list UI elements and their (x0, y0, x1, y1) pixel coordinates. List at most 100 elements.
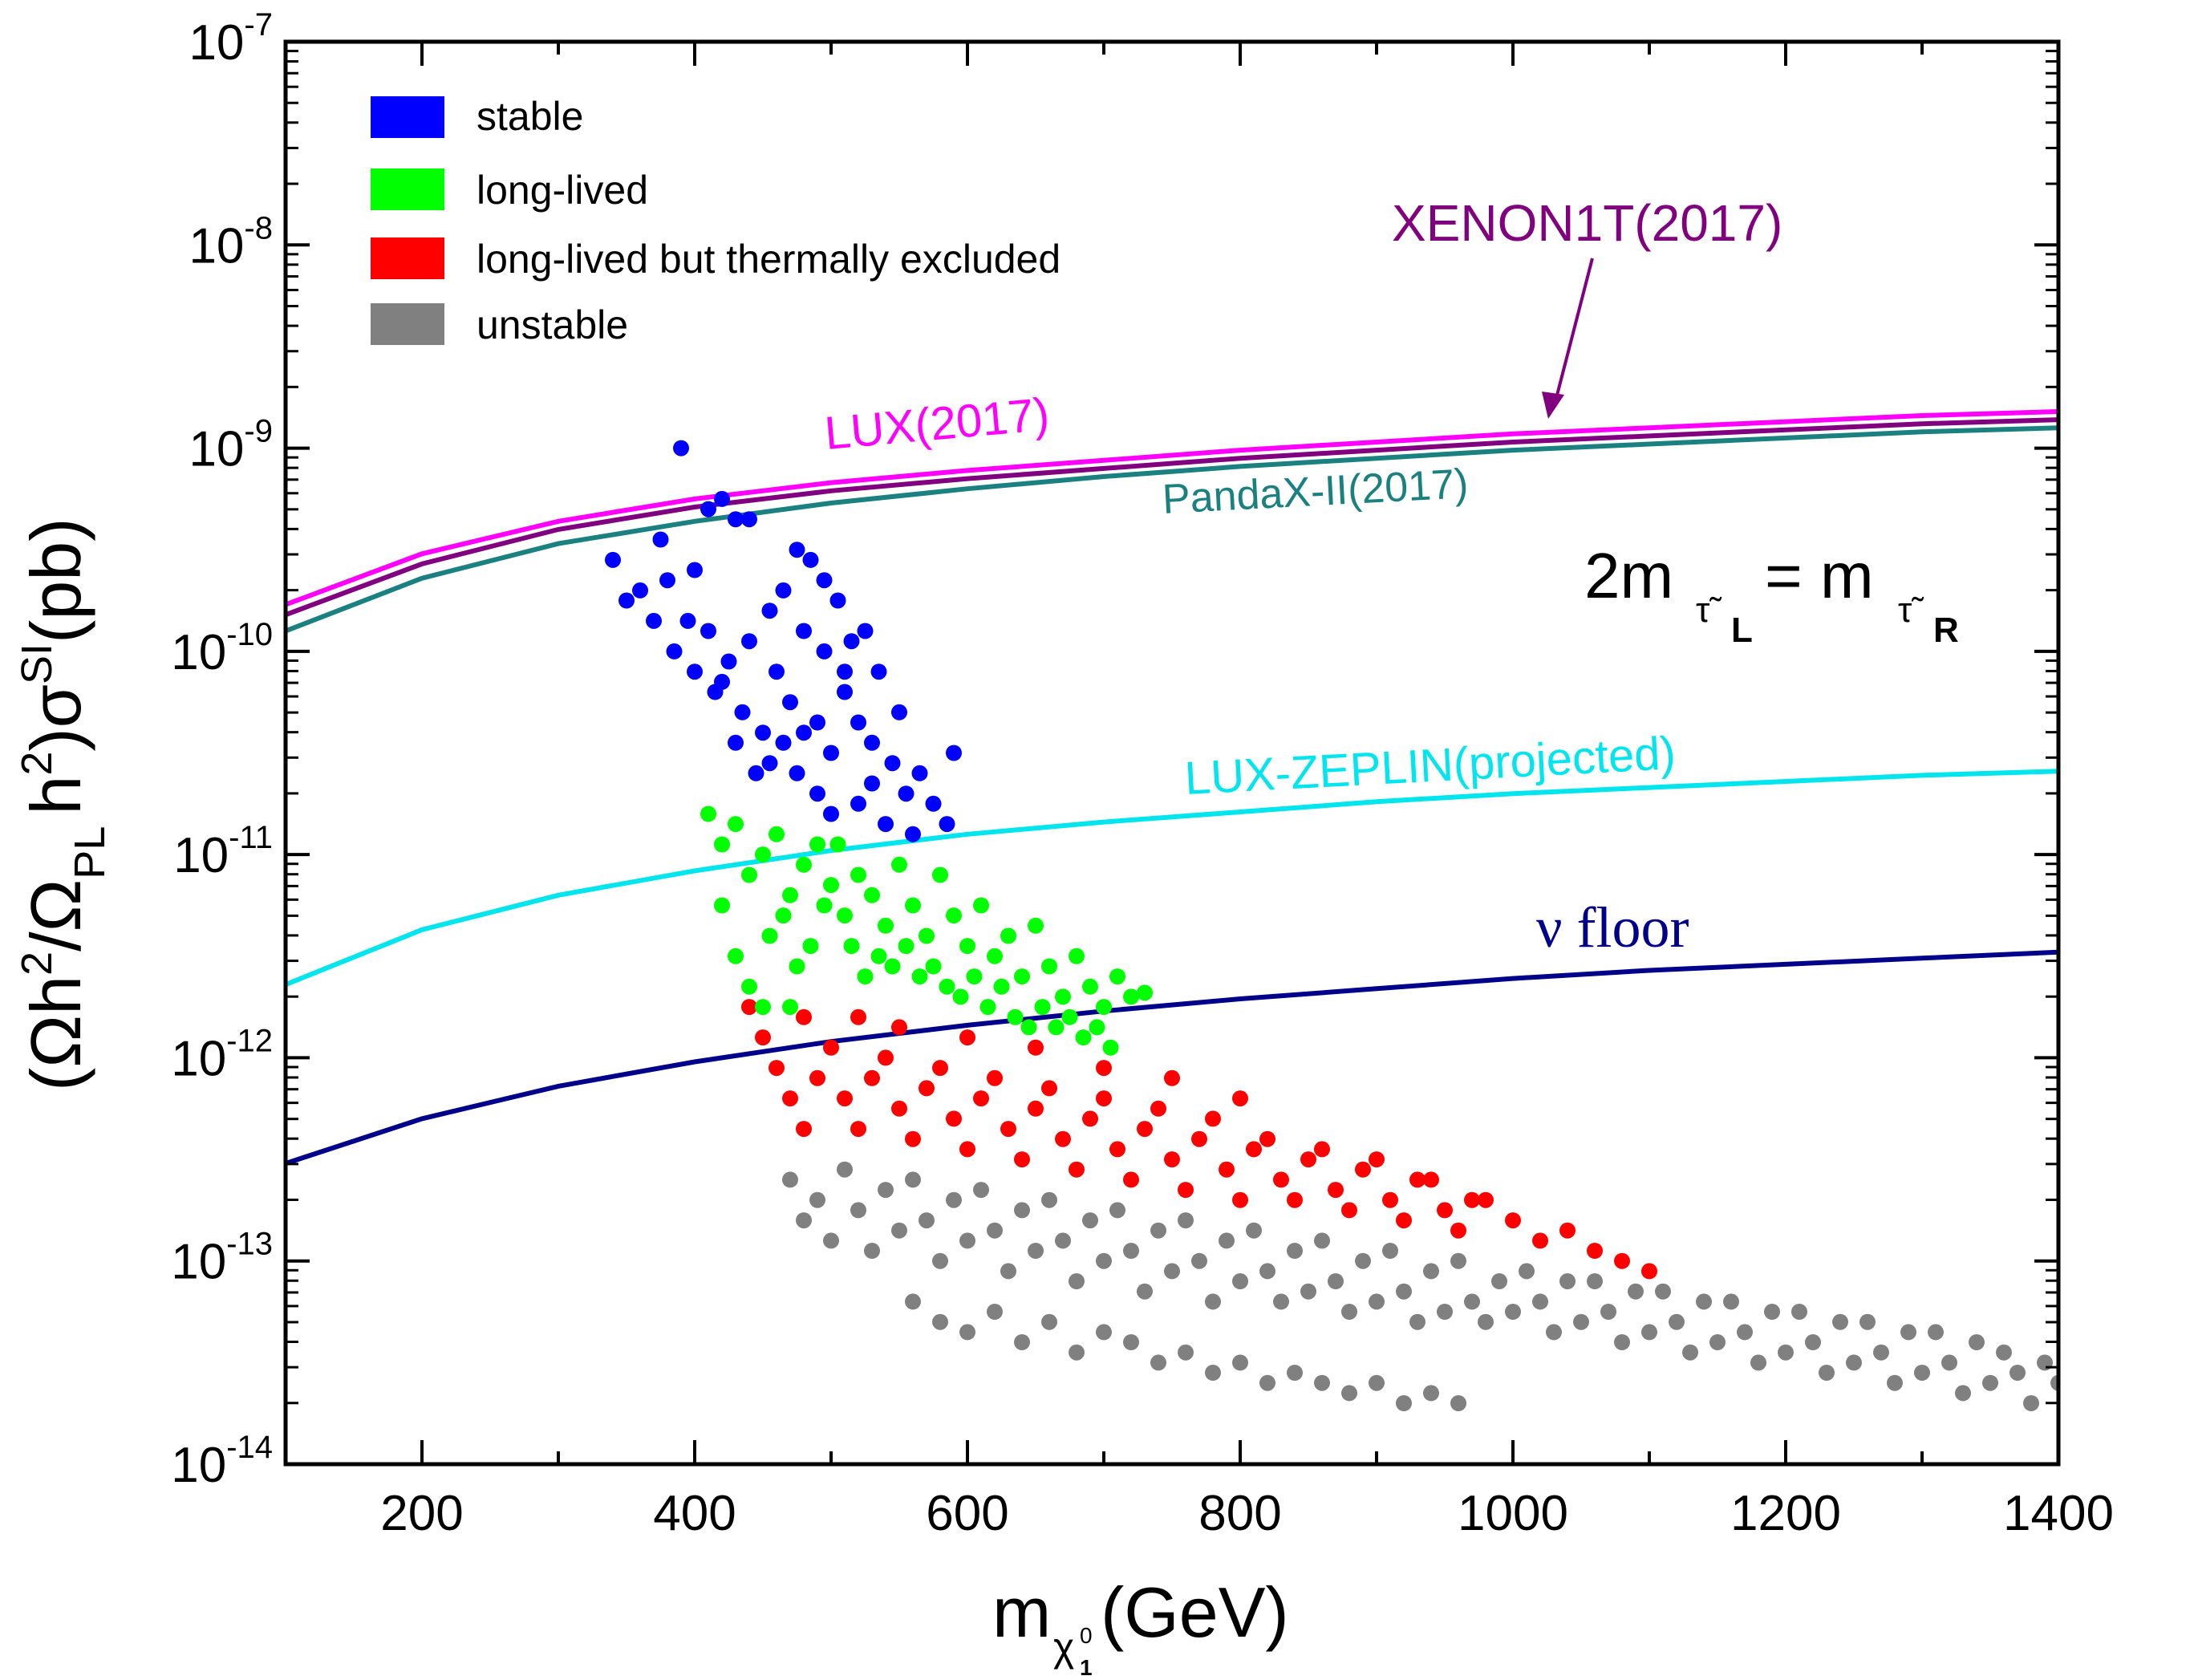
point-unstable-45 (1396, 1283, 1412, 1300)
legend-swatch-excluded (371, 237, 444, 279)
point-long-lived-55 (1034, 999, 1051, 1016)
svg-text:2m: 2m (1584, 540, 1673, 611)
point-stable-37 (734, 704, 751, 720)
point-stable-54 (837, 663, 853, 680)
svg-text:= m: = m (1765, 540, 1874, 611)
point-unstable-96 (959, 1324, 975, 1341)
point-long-lived-12 (864, 887, 880, 903)
legend-swatch-unstable (371, 303, 444, 345)
point-stable-18 (816, 572, 833, 589)
legend-label-unstable: unstable (477, 302, 628, 347)
curves-layer (286, 409, 2058, 1166)
svg-text:τ̃: τ̃ (1898, 590, 1924, 630)
point-unstable-66 (1682, 1344, 1698, 1361)
point-stable-41 (761, 755, 778, 772)
point-long-lived-but-thermally-excluded-25 (1082, 1110, 1098, 1127)
point-long-lived-but-thermally-excluded-18 (987, 1069, 1003, 1086)
point-stable-8 (741, 511, 757, 528)
point-long-lived-but-thermally-excluded-29 (1137, 1121, 1153, 1138)
point-long-lived-but-thermally-excluded-31 (1164, 1151, 1180, 1168)
point-stable-45 (728, 734, 744, 751)
point-stable-35 (946, 745, 962, 761)
point-long-lived-29 (1096, 999, 1112, 1016)
points-layer (605, 440, 2058, 1411)
point-long-lived-42 (857, 968, 874, 985)
point-long-lived-but-thermally-excluded-23 (1055, 1130, 1071, 1147)
y-tick-label--8: 10-8 (189, 210, 273, 274)
point-long-lived-but-thermally-excluded-7 (837, 1090, 853, 1107)
point-unstable-75 (1805, 1334, 1821, 1350)
point-unstable-53 (1505, 1304, 1521, 1320)
point-stable-42 (666, 643, 683, 659)
point-stable-57 (789, 765, 805, 781)
point-stable-58 (809, 785, 825, 802)
point-long-lived-43 (870, 948, 887, 964)
point-long-lived-19 (959, 938, 975, 955)
point-long-lived-but-thermally-excluded-63 (1096, 1060, 1112, 1077)
point-stable-23 (782, 694, 798, 711)
curve-label-lz: LUX-ZEPLIN(projected) (1183, 727, 1677, 805)
point-stable-12 (720, 653, 737, 670)
point-unstable-74 (1791, 1304, 1807, 1320)
y-tick-label--12: 10-12 (171, 1023, 273, 1086)
point-stable-59 (891, 704, 907, 720)
point-long-lived-but-thermally-excluded-15 (946, 1110, 962, 1127)
point-stable-33 (925, 795, 942, 812)
point-unstable-52 (1491, 1273, 1507, 1289)
point-unstable-70 (1737, 1324, 1753, 1341)
point-long-lived-but-thermally-excluded-34 (1205, 1110, 1221, 1127)
point-long-lived-but-thermally-excluded-17 (973, 1090, 989, 1107)
point-unstable-109 (1314, 1374, 1330, 1391)
point-unstable-51 (1478, 1313, 1494, 1330)
point-unstable-29 (1178, 1212, 1194, 1229)
point-unstable-91 (2023, 1395, 2039, 1411)
point-unstable-2 (809, 1191, 825, 1208)
point-stable-21 (857, 623, 874, 639)
y-axis-label: (Ωh2/ΩPLh2)σSI(pb) (13, 517, 114, 1091)
point-stable-3 (673, 440, 689, 457)
x-tick-label-200: 200 (380, 1486, 463, 1541)
point-long-lived-but-thermally-excluded-38 (1259, 1130, 1275, 1147)
point-long-lived-45 (898, 938, 915, 955)
point-unstable-69 (1723, 1293, 1739, 1310)
y-tick-label--7: 10-7 (189, 7, 273, 71)
y-tick-label--11: 10-11 (173, 820, 273, 883)
point-unstable-76 (1819, 1365, 1835, 1381)
legend-label-long-lived: long-lived (477, 168, 648, 213)
point-long-lived-25 (1041, 958, 1057, 975)
point-unstable-41 (1341, 1304, 1357, 1320)
point-unstable-35 (1259, 1263, 1275, 1280)
svg-text:(Ωh2/ΩPLh2)σSI(pb): (Ωh2/ΩPLh2)σSI(pb) (13, 517, 114, 1091)
y-tick-label--10: 10-10 (171, 617, 273, 680)
y-tick-label--13: 10-13 (171, 1227, 273, 1290)
svg-text:χ: χ (1053, 1625, 1074, 1670)
point-unstable-43 (1369, 1293, 1385, 1310)
point-long-lived-48 (939, 978, 955, 995)
point-long-lived-44 (884, 958, 901, 975)
curve-3 (286, 769, 2058, 987)
point-unstable-113 (1423, 1385, 1439, 1402)
point-long-lived-but-thermally-excluded-13 (919, 1080, 935, 1097)
point-unstable-47 (1423, 1263, 1439, 1280)
point-stable-56 (775, 734, 792, 751)
point-long-lived-but-thermally-excluded-67 (796, 1008, 812, 1025)
point-long-lived-but-thermally-excluded-37 (1246, 1141, 1262, 1158)
point-stable-16 (789, 542, 805, 558)
point-unstable-20 (1055, 1232, 1071, 1249)
x-tick-label-1200: 1200 (1730, 1486, 1841, 1541)
point-stable-14 (761, 603, 778, 619)
point-long-lived-24 (1028, 917, 1044, 934)
point-long-lived-but-thermally-excluded-5 (809, 1069, 825, 1086)
point-long-lived-but-thermally-excluded-51 (1437, 1202, 1453, 1219)
point-long-lived-but-thermally-excluded-20 (1014, 1151, 1030, 1168)
point-long-lived-but-thermally-excluded-53 (1464, 1191, 1480, 1208)
point-long-lived-15 (905, 897, 921, 914)
svg-text:L: L (1731, 611, 1753, 650)
point-long-lived-60 (1102, 1039, 1119, 1056)
point-long-lived-33 (728, 948, 744, 964)
point-long-lived-50 (966, 968, 983, 985)
point-long-lived-40 (829, 836, 846, 853)
point-unstable-65 (1669, 1313, 1685, 1330)
point-unstable-39 (1314, 1232, 1330, 1249)
point-unstable-49 (1450, 1252, 1466, 1269)
